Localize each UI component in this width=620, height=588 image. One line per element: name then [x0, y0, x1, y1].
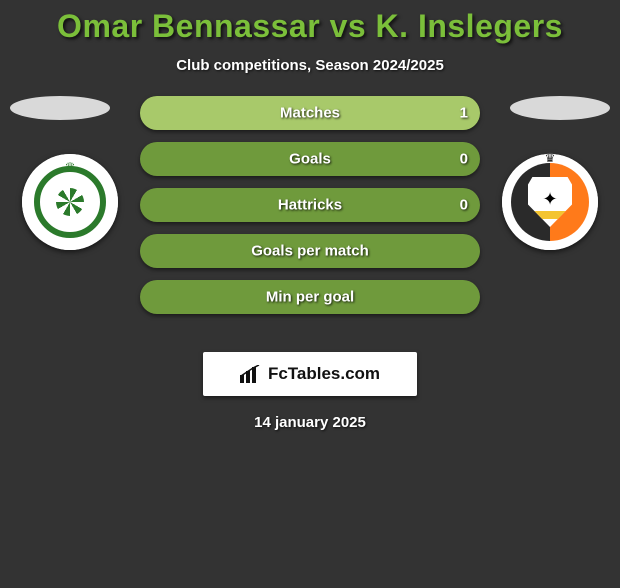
stat-label: Matches	[280, 105, 340, 122]
stat-label: Goals	[289, 151, 331, 168]
stat-bars: Matches 1 Goals 0 Hattricks 0 Goals per match M…	[140, 96, 480, 326]
right-ellipse	[510, 96, 610, 120]
stat-value-right: 0	[460, 197, 468, 214]
stat-row: Min per goal	[140, 280, 480, 314]
stat-label: Min per goal	[266, 289, 354, 306]
stat-label: Goals per match	[251, 243, 369, 260]
crown-icon: ♛	[65, 160, 76, 174]
page-title: Omar Bennassar vs K. Inslegers	[0, 8, 620, 45]
team-crest-left: ♛	[22, 154, 118, 250]
eagle-icon: ✦	[542, 190, 557, 208]
bars-logo-icon	[240, 365, 262, 383]
stat-row: Goals 0	[140, 142, 480, 176]
stat-label: Hattricks	[278, 197, 342, 214]
stat-value-right: 1	[460, 105, 468, 122]
crest-left-ring: ♛	[34, 166, 106, 238]
crown-icon: ♛	[545, 151, 556, 165]
shield-stripe	[528, 211, 572, 219]
comparison-panel: ♛ ♛ ✦ Matches 1 Goals 0 Hattricks 0 Goals per …	[0, 96, 620, 336]
brand-text: FcTables.com	[268, 364, 380, 384]
date-label: 14 january 2025	[0, 414, 620, 431]
stat-row: Matches 1	[140, 96, 480, 130]
brand-badge: FcTables.com	[203, 352, 417, 396]
stat-row: Goals per match	[140, 234, 480, 268]
left-ellipse	[10, 96, 110, 120]
team-crest-right: ♛ ✦	[502, 154, 598, 250]
stat-row: Hattricks 0	[140, 188, 480, 222]
crest-right-circle: ♛ ✦	[511, 163, 589, 241]
subtitle: Club competitions, Season 2024/2025	[0, 57, 620, 74]
stat-value-right: 0	[460, 151, 468, 168]
shield-icon: ✦	[528, 177, 572, 227]
